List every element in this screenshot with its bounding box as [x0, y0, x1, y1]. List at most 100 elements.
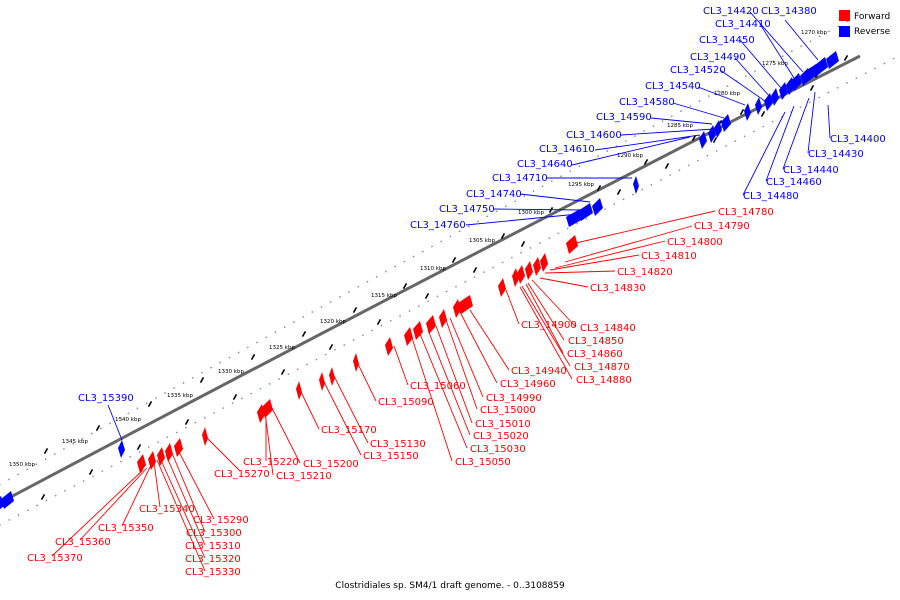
forward-gene-label: CL3_15030: [470, 444, 526, 455]
tick-label: 1280 kbp: [714, 91, 740, 97]
reverse-gene: [1, 491, 14, 509]
forward-gene-label: CL3_15150: [363, 451, 419, 462]
reverse-leader-line: [734, 57, 772, 99]
reverse-leader-line: [672, 102, 725, 119]
reverse-gene: [771, 88, 779, 106]
forward-gene: [165, 443, 173, 462]
forward-gene-label: CL3_14960: [500, 379, 556, 390]
tick-label: 1325 kbp: [269, 345, 295, 351]
tick-label: 1305 kbp: [469, 238, 495, 244]
forward-gene: [404, 327, 413, 346]
forward-leader-line: [435, 325, 473, 424]
reverse-gene: [800, 68, 811, 86]
forward-gene: [566, 235, 578, 254]
track-mark: [451, 257, 457, 263]
tick-label: 1335 kbp: [167, 393, 193, 399]
forward-gene-label: CL3_15130: [370, 439, 426, 450]
tick-label: 1310 kbp: [420, 266, 446, 272]
reverse-leader-line: [807, 91, 816, 154]
reverse-gene-label: CL3_14480: [743, 191, 799, 202]
reverse-gene: [592, 198, 603, 216]
forward-leader-line: [411, 337, 453, 462]
forward-gene-label: CL3_14940: [511, 366, 567, 377]
reverse-gene: [779, 82, 788, 100]
forward-gene: [540, 253, 548, 272]
reverse-gene: [826, 51, 839, 69]
reverse-leader-line: [594, 134, 701, 151]
tick-label: 1275 kbp: [762, 61, 788, 67]
track-mark: [596, 185, 602, 191]
forward-leader-line: [519, 286, 573, 380]
legend-forward-label: Forward: [854, 12, 890, 22]
forward-gene: [296, 381, 302, 400]
forward-leader-line: [419, 333, 468, 449]
reverse-gene-label: CL3_14600: [566, 130, 622, 141]
forward-gene-label: CL3_15050: [455, 457, 511, 468]
forward-gene-label: CL3_14790: [694, 221, 750, 232]
reverse-gene-label: CL3_14710: [492, 173, 548, 184]
track-mark: [739, 109, 745, 115]
forward-leader-line: [427, 329, 471, 436]
reverse-gene: [633, 176, 639, 194]
forward-gene: [174, 438, 183, 457]
track-mark: [664, 163, 670, 169]
reverse-leader-line: [749, 11, 804, 73]
forward-gene-label: CL3_15270: [214, 469, 270, 480]
forward-leader-line: [531, 279, 577, 328]
tick-label: 1300 kbp: [518, 210, 544, 216]
reverse-gene-label: CL3_14460: [766, 177, 822, 188]
tick-label: 1340 kbp: [115, 417, 141, 423]
forward-leader-line: [323, 381, 362, 456]
reverse-leader-line: [571, 136, 691, 166]
forward-leader-line: [153, 461, 161, 508]
tick-label: 1290 kbp: [617, 153, 643, 159]
forward-leader-line: [539, 277, 589, 288]
reverse-gene-label: CL3_14580: [619, 97, 675, 108]
forward-gene: [202, 427, 208, 446]
forward-gene: [148, 451, 156, 470]
forward-leader-line: [525, 283, 564, 354]
reverse-leader-line: [107, 404, 123, 441]
forward-gene-label: CL3_15220: [243, 457, 299, 468]
reverse-gene-label: CL3_14410: [715, 19, 771, 30]
forward-gene-label: CL3_15060: [410, 381, 466, 392]
forward-gene-label: CL3_14850: [568, 336, 624, 347]
forward-gene: [426, 315, 436, 334]
track-mark: [472, 267, 478, 273]
forward-leader-line: [469, 309, 510, 371]
reverse-gene: [708, 125, 716, 143]
reverse-leader-line: [782, 97, 810, 170]
reverse-leader-line: [697, 86, 746, 106]
reverse-leader-line: [519, 193, 591, 203]
reverse-gene: [721, 114, 731, 132]
forward-leader-line: [165, 454, 206, 546]
track-mark: [328, 344, 334, 350]
reverse-gene-label: CL3_14750: [439, 204, 495, 215]
track-mark: [616, 189, 622, 195]
forward-gene-label: CL3_14990: [486, 393, 542, 404]
forward-leader-line: [521, 285, 571, 367]
forward-leader-line: [549, 254, 640, 271]
forward-gene: [533, 257, 541, 276]
legend: Forward Reverse: [839, 10, 891, 37]
reverse-gene: [786, 77, 795, 95]
reverse-gene: [764, 93, 773, 111]
track-mark: [691, 135, 697, 141]
tick-label: 1330 kbp: [218, 369, 244, 375]
forward-gene-label: CL3_14810: [641, 251, 697, 262]
forward-leader-line: [459, 311, 498, 384]
forward-gene-label: CL3_15300: [186, 528, 242, 539]
forward-leader-line: [564, 225, 693, 263]
forward-gene-label: CL3_15170: [321, 425, 377, 436]
reverse-gene: [755, 97, 762, 115]
forward-gene-label: CL3_15360: [55, 537, 111, 548]
forward-gene-label: CL3_15310: [185, 541, 241, 552]
tick-label: 1320 kbp: [320, 319, 346, 325]
reverse-gene: [566, 209, 583, 227]
forward-gene: [439, 309, 447, 328]
forward-gene: [517, 265, 525, 284]
tick-label: 1315 kbp: [371, 293, 397, 299]
reverse-gene-label: CL3_14490: [690, 52, 746, 63]
reverse-gene-label: CL3_14640: [517, 159, 573, 170]
tick-label: 1285 kbp: [667, 123, 693, 129]
